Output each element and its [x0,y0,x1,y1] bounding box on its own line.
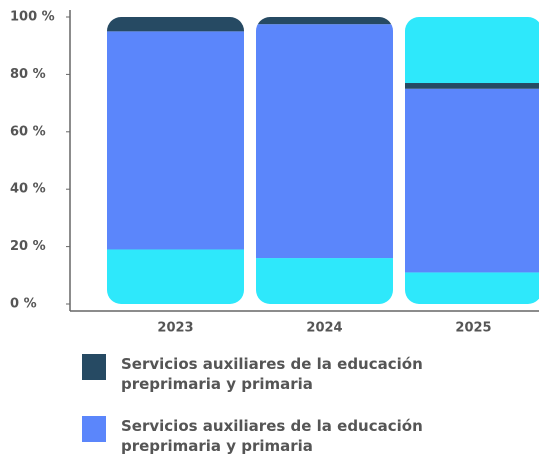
bar-segment [256,258,393,304]
y-tick-label: 100 % [10,10,55,25]
x-tick-label: 2025 [455,321,491,336]
legend-item: Servicios auxiliares de la educación pre… [82,416,532,456]
bar-segment [256,17,393,25]
bar-stack [256,17,393,304]
x-tick-label: 2023 [157,321,193,336]
legend-item: Servicios auxiliares de la educación pre… [82,354,532,394]
y-tick-label: 60 % [10,124,46,139]
y-tick-label: 20 % [10,239,46,254]
bar-segment [405,83,539,89]
bar-segment [256,24,393,259]
bar-stack [107,17,244,304]
bar-segment [107,31,244,250]
legend-swatch [82,354,106,380]
legend-label: Servicios auxiliares de la educación pre… [121,355,423,393]
bar-segment [405,88,539,273]
bar-segment [107,249,244,304]
bar-segment [405,272,539,304]
bar-stack [405,17,539,304]
y-tick-label: 0 % [10,297,37,312]
x-tick-label: 2024 [306,321,342,336]
y-tick-label: 40 % [10,182,46,197]
y-tick-label: 80 % [10,67,46,82]
chart: 0 % 20 % 40 % 60 % 80 % 100 % 2023 2024 2025 [10,10,539,336]
legend-label: Servicios auxiliares de la educación pre… [121,417,423,455]
legend-swatch [82,416,106,442]
bar-segment [405,17,539,84]
bar-segment [107,17,244,32]
